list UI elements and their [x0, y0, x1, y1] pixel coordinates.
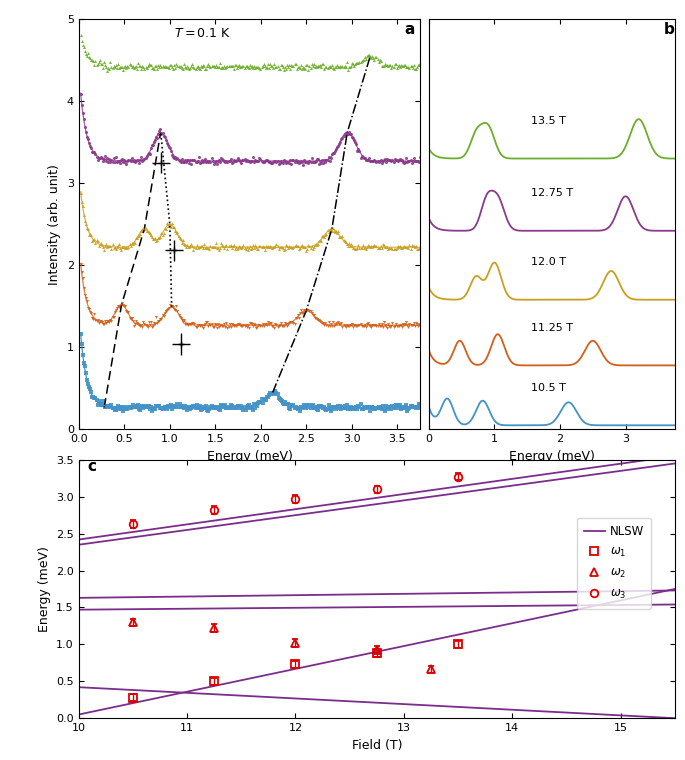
Text: b: b: [664, 22, 675, 36]
Legend: NLSW, $\omega_1$, $\omega_2$, $\omega_3$: NLSW, $\omega_1$, $\omega_2$, $\omega_3$: [577, 518, 651, 609]
Text: 11.25 T: 11.25 T: [531, 323, 573, 333]
Y-axis label: Intensity (arb. unit): Intensity (arb. unit): [48, 163, 61, 285]
X-axis label: Energy (meV): Energy (meV): [206, 450, 292, 463]
Text: $T = 0.1\ \mathrm{K}$: $T = 0.1\ \mathrm{K}$: [175, 27, 232, 40]
Text: 13.5 T: 13.5 T: [531, 116, 565, 126]
X-axis label: Field (T): Field (T): [351, 739, 402, 752]
Text: 12.75 T: 12.75 T: [531, 188, 573, 198]
Text: 10.5 T: 10.5 T: [531, 383, 565, 393]
X-axis label: Energy (meV): Energy (meV): [509, 450, 595, 463]
Text: 12.0 T: 12.0 T: [531, 257, 566, 268]
Y-axis label: Energy (meV): Energy (meV): [38, 546, 51, 632]
Text: a: a: [405, 22, 415, 36]
Text: c: c: [88, 459, 97, 474]
